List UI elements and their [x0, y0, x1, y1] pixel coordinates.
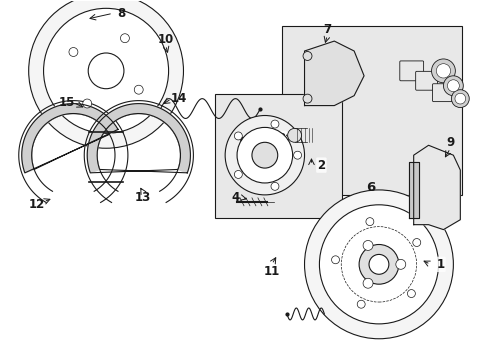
Circle shape — [450, 90, 468, 108]
Circle shape — [362, 278, 372, 288]
Text: 15: 15 — [58, 96, 75, 109]
Text: 8: 8 — [117, 7, 125, 20]
Circle shape — [365, 218, 373, 226]
Circle shape — [224, 116, 304, 195]
Text: 4: 4 — [230, 192, 239, 204]
Circle shape — [134, 85, 143, 94]
Circle shape — [368, 255, 388, 274]
Circle shape — [88, 53, 123, 89]
Circle shape — [287, 129, 301, 142]
Circle shape — [120, 34, 129, 42]
FancyBboxPatch shape — [399, 61, 423, 81]
Circle shape — [43, 8, 168, 133]
Circle shape — [357, 300, 365, 308]
Circle shape — [319, 205, 438, 324]
Circle shape — [407, 289, 414, 297]
Circle shape — [69, 48, 78, 57]
FancyBboxPatch shape — [415, 71, 437, 90]
Circle shape — [431, 59, 454, 83]
Circle shape — [435, 64, 449, 78]
Circle shape — [443, 76, 462, 96]
Circle shape — [82, 99, 92, 108]
Circle shape — [304, 190, 452, 339]
Circle shape — [395, 260, 405, 269]
Circle shape — [270, 120, 278, 128]
Circle shape — [303, 94, 311, 103]
Circle shape — [358, 244, 398, 284]
FancyBboxPatch shape — [281, 26, 461, 195]
Circle shape — [270, 183, 278, 190]
Polygon shape — [304, 41, 364, 105]
Text: 14: 14 — [170, 92, 186, 105]
Text: 6: 6 — [366, 181, 375, 194]
Circle shape — [412, 239, 420, 247]
Circle shape — [234, 171, 242, 179]
Polygon shape — [87, 104, 190, 173]
Circle shape — [29, 0, 183, 148]
Text: 1: 1 — [435, 258, 444, 271]
Circle shape — [293, 151, 301, 159]
Text: 7: 7 — [323, 23, 331, 36]
Text: 3: 3 — [277, 132, 285, 145]
Circle shape — [447, 80, 458, 92]
Text: 12: 12 — [28, 198, 44, 211]
Polygon shape — [21, 104, 118, 173]
Text: 10: 10 — [157, 33, 173, 46]
FancyBboxPatch shape — [215, 94, 342, 218]
Circle shape — [303, 51, 311, 60]
Text: 2: 2 — [317, 159, 325, 172]
Circle shape — [362, 240, 372, 251]
Circle shape — [234, 132, 242, 140]
Polygon shape — [413, 145, 459, 230]
FancyBboxPatch shape — [432, 84, 451, 102]
Circle shape — [454, 93, 465, 104]
Circle shape — [331, 256, 339, 264]
Text: 5: 5 — [237, 136, 245, 149]
Circle shape — [237, 127, 292, 183]
Text: 11: 11 — [263, 265, 279, 278]
Circle shape — [251, 142, 277, 168]
Text: 13: 13 — [134, 192, 151, 204]
Text: 9: 9 — [446, 136, 453, 149]
Polygon shape — [408, 162, 418, 218]
